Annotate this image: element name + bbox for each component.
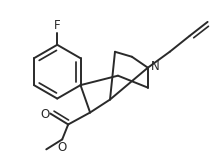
Text: O: O [40, 108, 49, 121]
Text: N: N [151, 60, 160, 73]
Text: F: F [54, 19, 61, 32]
Text: O: O [58, 141, 67, 154]
